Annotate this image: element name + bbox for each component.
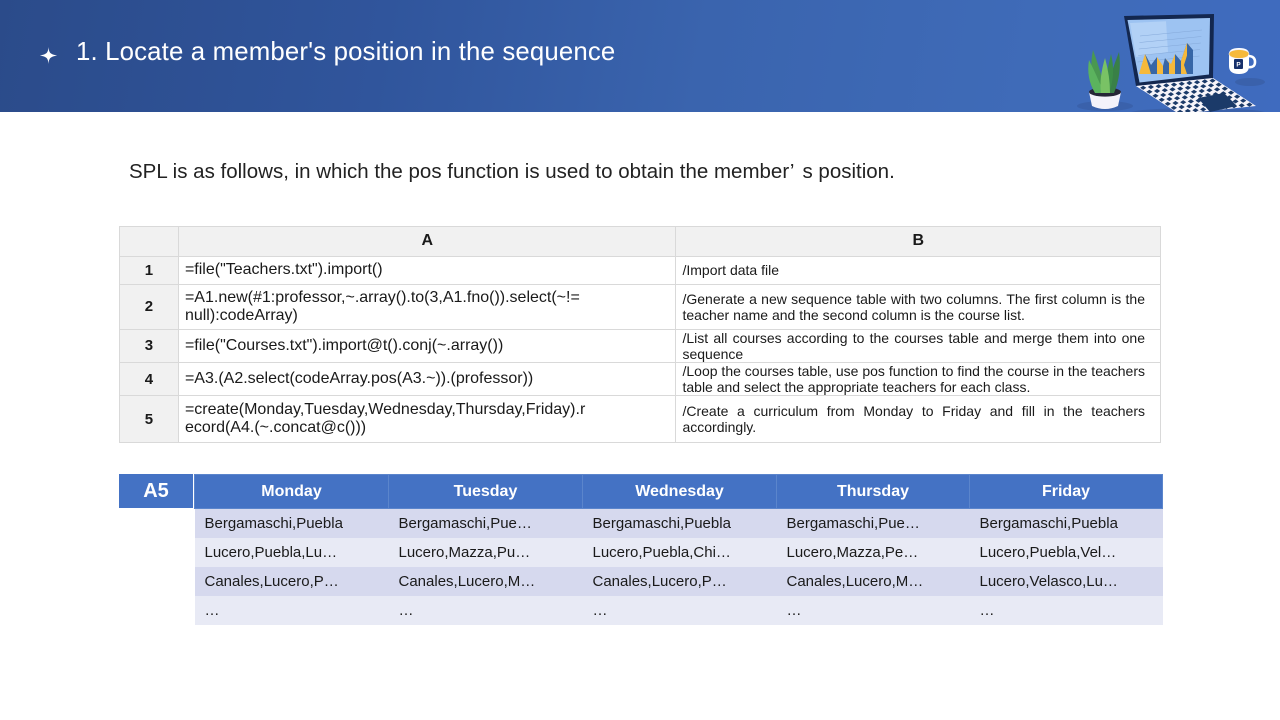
svg-text:P: P	[1236, 61, 1241, 68]
